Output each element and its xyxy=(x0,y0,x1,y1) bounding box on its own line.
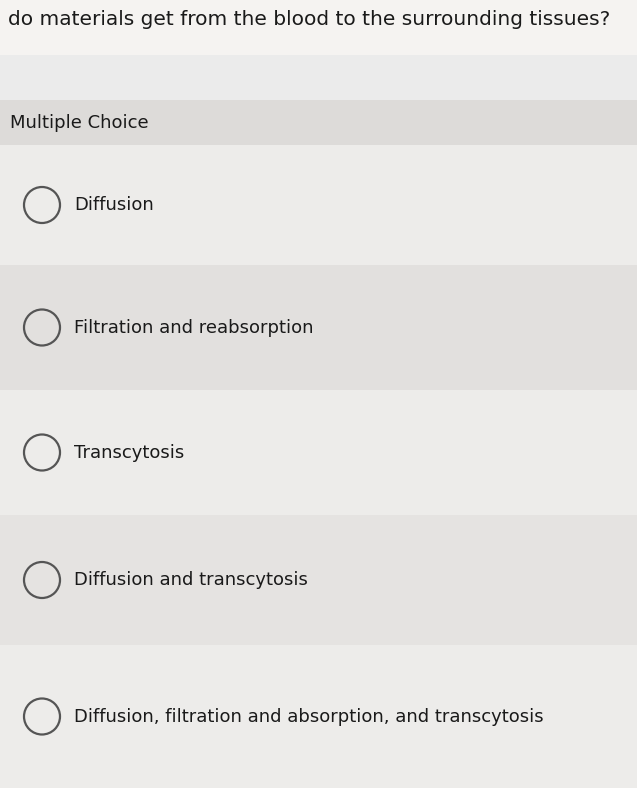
Bar xyxy=(0,145,637,265)
Text: Transcytosis: Transcytosis xyxy=(74,444,184,462)
Text: do materials get from the blood to the surrounding tissues?: do materials get from the blood to the s… xyxy=(8,10,610,29)
Text: Diffusion and transcytosis: Diffusion and transcytosis xyxy=(74,571,308,589)
Text: Diffusion, filtration and absorption, and transcytosis: Diffusion, filtration and absorption, an… xyxy=(74,708,543,726)
Bar xyxy=(0,390,637,515)
Bar xyxy=(0,515,637,645)
Bar xyxy=(0,265,637,390)
Text: Multiple Choice: Multiple Choice xyxy=(10,113,148,132)
Bar xyxy=(0,55,637,100)
Bar xyxy=(0,645,637,788)
Bar xyxy=(0,100,637,145)
Text: Filtration and reabsorption: Filtration and reabsorption xyxy=(74,318,313,336)
Text: Diffusion: Diffusion xyxy=(74,196,154,214)
Bar xyxy=(0,0,637,55)
